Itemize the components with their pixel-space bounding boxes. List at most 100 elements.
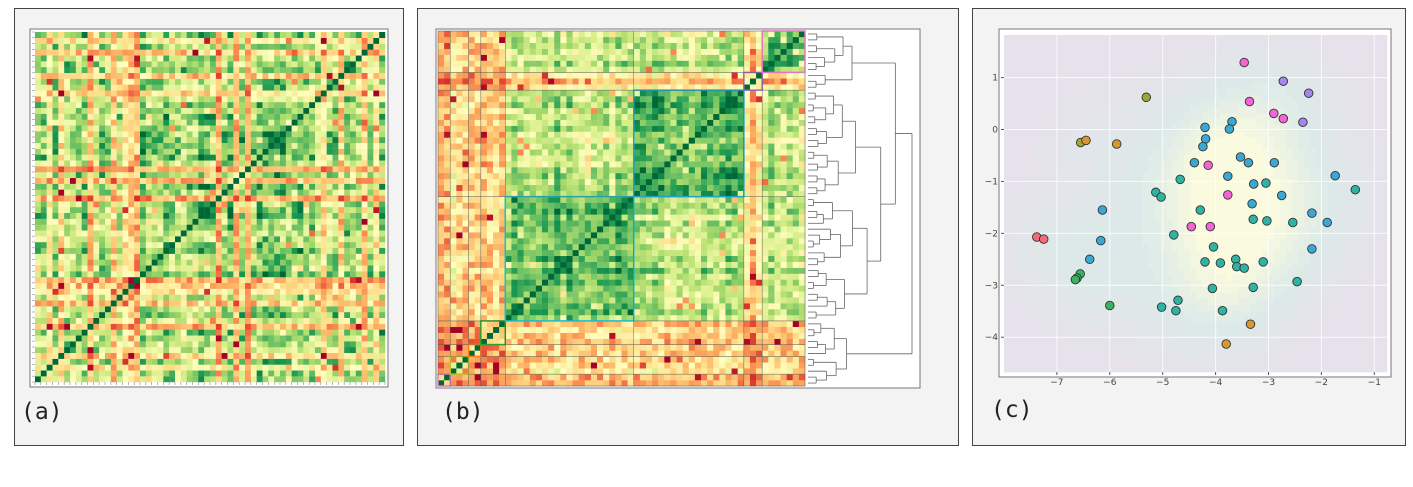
heatmap-cell — [186, 282, 193, 289]
heatmap-cell — [344, 376, 351, 383]
heatmap-cell — [175, 341, 182, 348]
heatmap-cell — [128, 317, 135, 324]
heatmap-cell — [105, 113, 112, 120]
heatmap-cell — [46, 277, 53, 284]
heatmap-cell — [175, 207, 182, 214]
heatmap-cell — [505, 380, 512, 387]
heatmap-cell — [511, 356, 518, 363]
heatmap-cell — [379, 358, 386, 365]
heatmap-cell — [227, 352, 234, 359]
heatmap-cell — [204, 288, 211, 295]
heatmap-cell — [75, 32, 82, 39]
heatmap-cell — [227, 131, 234, 138]
heatmap-cell — [215, 107, 222, 114]
heatmap-cell — [245, 201, 252, 208]
heatmap-cell — [578, 338, 585, 345]
heatmap-cell — [338, 107, 345, 114]
heatmap-cell — [285, 300, 292, 307]
heatmap-cell — [291, 224, 298, 231]
heatmap-cell — [52, 329, 59, 336]
heatmap-cell — [713, 261, 720, 268]
heatmap-cell — [326, 142, 333, 149]
heatmap-cell — [355, 242, 362, 249]
heatmap-cell — [145, 364, 152, 371]
heatmap-cell — [110, 242, 117, 249]
heatmap-cell — [344, 113, 351, 120]
heatmap-cell — [344, 358, 351, 365]
heatmap-cell — [116, 195, 123, 202]
heatmap-cell — [151, 242, 158, 249]
heatmap-cell — [122, 329, 129, 336]
heatmap-cell — [355, 78, 362, 85]
heatmap-cell — [548, 380, 555, 387]
heatmap-cell — [438, 332, 445, 339]
heatmap-cell — [338, 142, 345, 149]
heatmap-cell — [163, 347, 170, 354]
heatmap-cell — [58, 271, 65, 278]
heatmap-cell — [151, 300, 158, 307]
heatmap-cell — [361, 113, 368, 120]
heatmap-cell — [140, 32, 147, 39]
heatmap-cell — [676, 326, 683, 333]
heatmap-cell — [70, 49, 77, 56]
heatmap-cell — [250, 347, 257, 354]
heatmap-cell — [780, 285, 787, 292]
heatmap-cell — [633, 297, 641, 304]
heatmap-cell — [355, 43, 362, 50]
heatmap-cell — [87, 317, 94, 324]
heatmap-cell — [338, 370, 345, 377]
heatmap-cell — [639, 320, 647, 328]
heatmap-cell — [105, 131, 112, 138]
heatmap-cell — [320, 55, 327, 62]
heatmap-cell — [615, 291, 622, 298]
heatmap-cell — [572, 362, 579, 369]
heatmap-cell — [355, 212, 362, 219]
heatmap-cell — [163, 107, 170, 114]
heatmap-cell — [256, 253, 263, 260]
heatmap-cell — [361, 247, 368, 254]
heatmap-cell — [633, 362, 641, 369]
heatmap-cell — [204, 271, 211, 278]
heatmap-cell — [151, 352, 158, 359]
heatmap-cell — [367, 364, 374, 371]
heatmap-cell — [274, 154, 281, 161]
heatmap-cell — [128, 172, 135, 179]
heatmap-cell — [180, 306, 187, 313]
heatmap-cell — [87, 90, 94, 97]
heatmap-cell — [652, 380, 659, 387]
heatmap-cell — [180, 288, 187, 295]
heatmap-cell — [256, 119, 263, 126]
heatmap-cell — [268, 183, 275, 190]
heatmap-cell — [268, 189, 275, 196]
heatmap-cell — [707, 374, 714, 381]
heatmap-cell — [361, 364, 368, 371]
heatmap-cell — [633, 368, 641, 375]
heatmap-cell — [52, 142, 59, 149]
heatmap-cell — [204, 166, 211, 173]
heatmap-cell — [529, 380, 537, 387]
heatmap-cell — [285, 352, 292, 359]
heatmap-cell — [350, 119, 357, 126]
heatmap-cell — [140, 113, 147, 120]
heatmap-cell — [373, 107, 380, 114]
heatmap-cell — [297, 154, 304, 161]
heatmap-cell — [262, 32, 269, 39]
heatmap-cell — [221, 265, 228, 272]
heatmap-cell — [175, 113, 182, 120]
heatmap-cell — [350, 72, 357, 79]
heatmap-cell — [40, 341, 47, 348]
heatmap-cell — [560, 368, 567, 375]
heatmap-cell — [81, 277, 88, 284]
heatmap-cell — [332, 84, 339, 91]
heatmap-cell — [163, 364, 170, 371]
heatmap-cell — [192, 341, 199, 348]
heatmap-cell — [664, 291, 671, 298]
heatmap-cell — [140, 43, 147, 50]
heatmap-cell — [743, 315, 751, 322]
heatmap-cell — [719, 315, 726, 322]
heatmap-cell — [140, 236, 147, 243]
heatmap-cell — [64, 277, 71, 284]
heatmap-cell — [320, 247, 327, 254]
heatmap-cell — [58, 201, 65, 208]
heatmap-cell — [355, 312, 362, 319]
